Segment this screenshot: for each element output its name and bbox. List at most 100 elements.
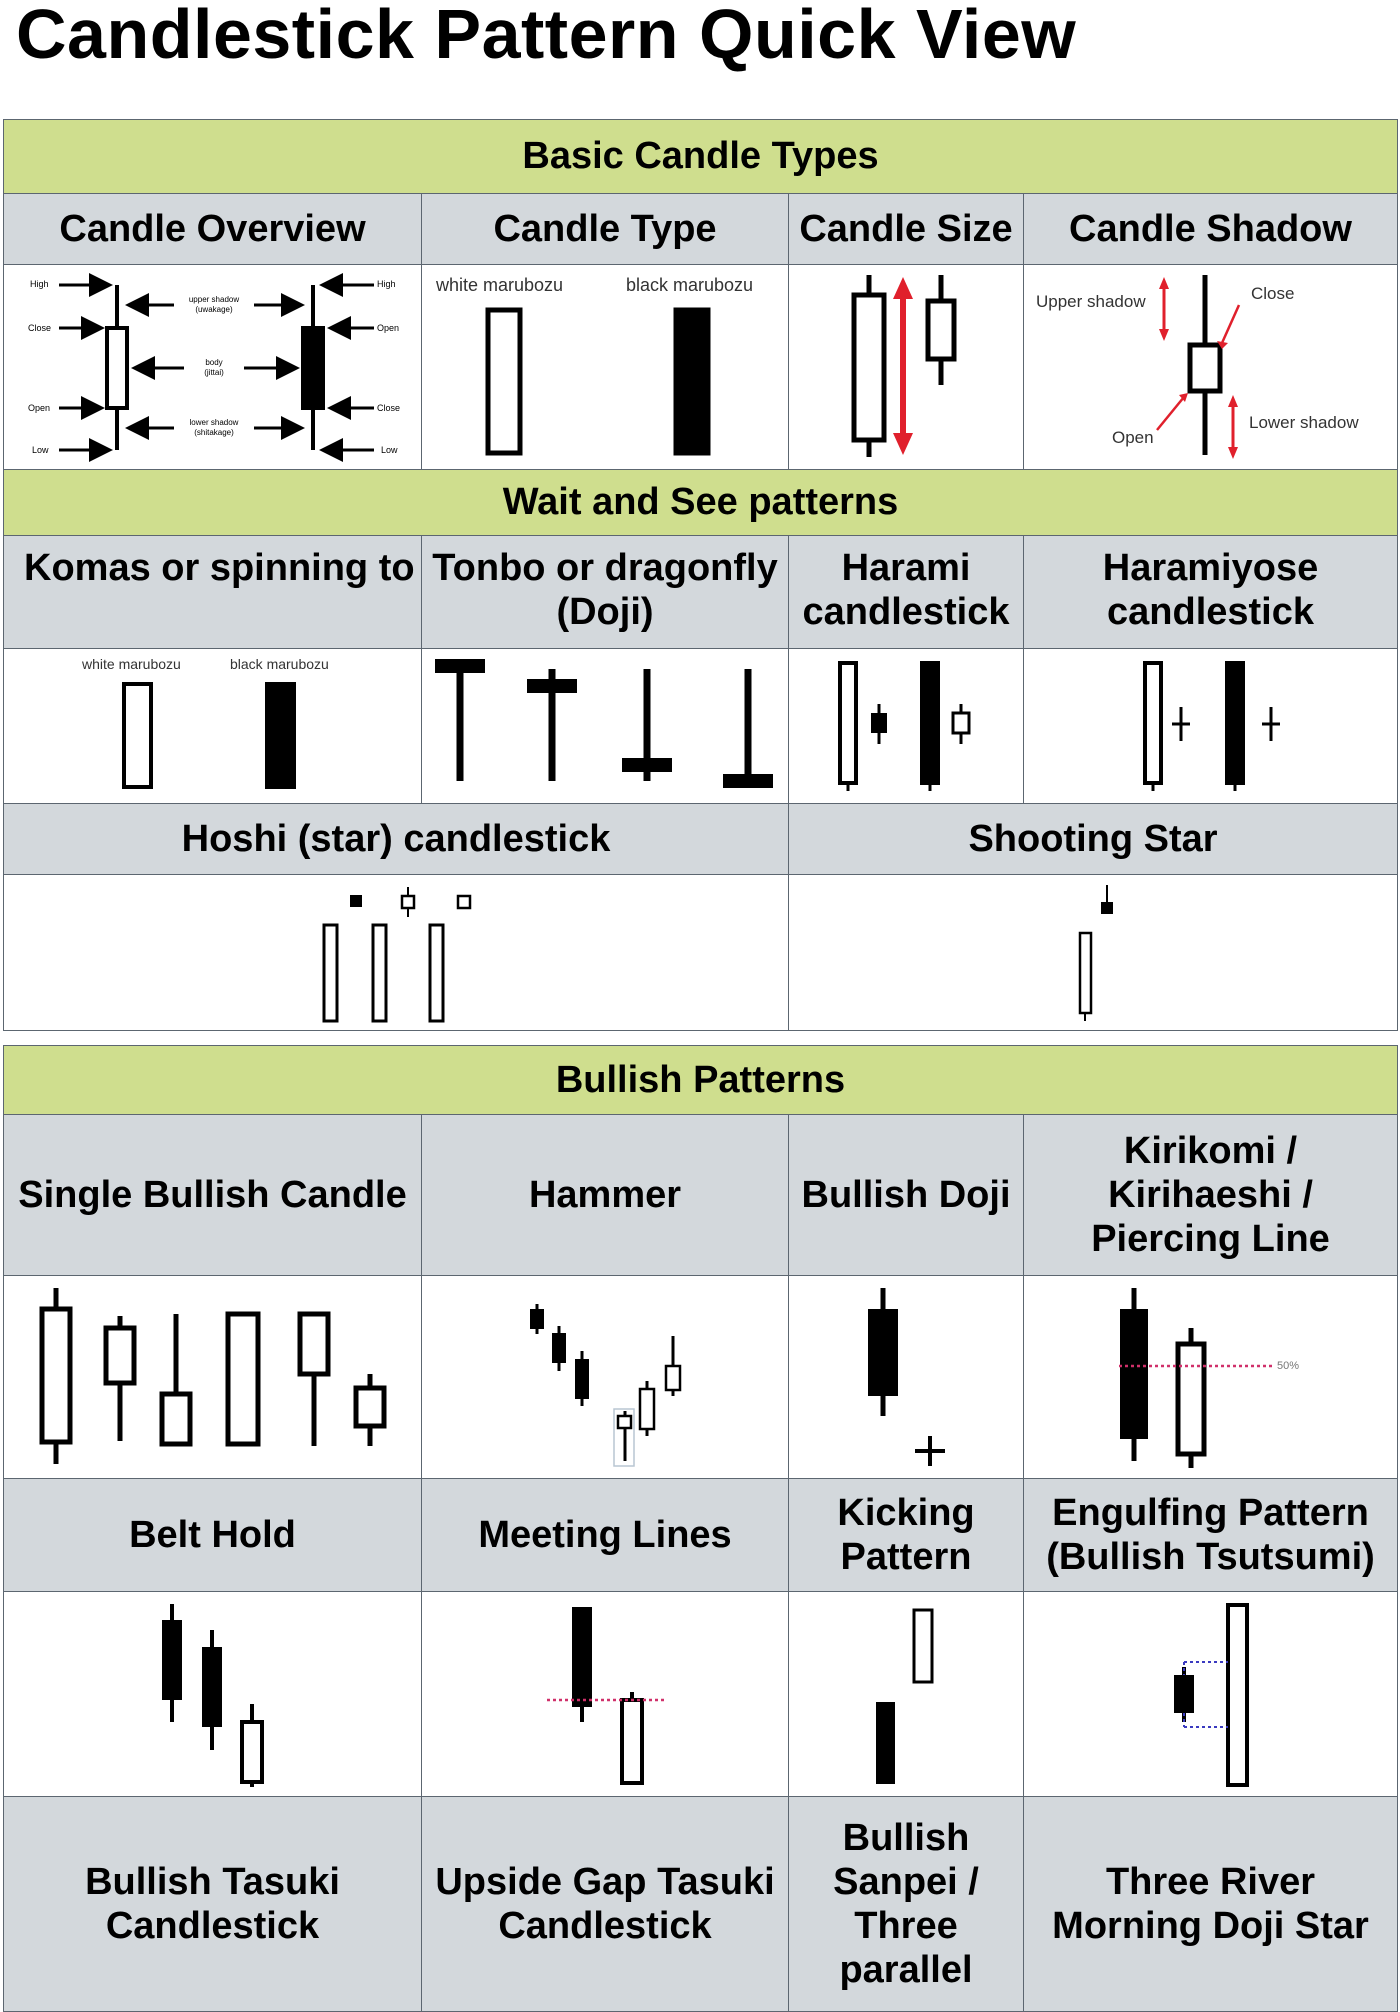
header-candle-shadow: Candle Shadow [1023,193,1398,265]
candle-type-diagram: white marubozu black marubozu [421,264,789,470]
harami-svg [838,661,971,791]
label-low-left: Low [32,445,49,455]
hoshi-svg [322,887,472,1023]
komas-diagram: white marubozu black marubozu [3,648,422,804]
kirikomi-50-label: 50% [1277,1360,1299,1372]
engulfing-black [1174,1675,1194,1713]
kirikomi-white-candle [1175,1341,1207,1457]
hammer-downtrend-2 [552,1333,566,1363]
harami-black-mother [920,661,940,785]
hoshi-star-1 [350,895,362,907]
label-close-right: Close [377,403,400,413]
hoshi-candle-1 [322,923,339,1023]
candle-size-svg [851,275,957,457]
shooting-star-body [1101,902,1113,914]
header-sanpei: Bullish Sanpei / Three parallel [788,1796,1024,2012]
header-candle-size: Candle Size [788,193,1024,265]
single-bullish-candle-1 [39,1288,73,1464]
meeting-lines-diagram [421,1591,789,1797]
kicking-white [912,1608,934,1684]
header-meeting-lines: Meeting Lines [421,1478,789,1592]
kirikomi-svg: 50% [1119,1288,1299,1468]
harami-white-child [951,711,971,735]
label-upper-shadow-diagram: Upper shadow [1036,292,1146,311]
harami-white-mother [838,661,858,785]
large-candle [851,292,887,443]
header-hammer: Hammer [421,1114,789,1276]
bullish-doji-svg [868,1288,945,1466]
label-high-right: High [377,279,396,289]
belt-hold-svg [162,1604,264,1787]
candle-shadow-diagram: Upper shadow Close Open Lower shadow [1023,264,1398,470]
kicking-black [876,1702,895,1784]
hammer-highlight-box [613,1408,635,1467]
label-open-diagram: Open [1112,428,1154,447]
header-upside-gap: Upside Gap Tasuki Candlestick [421,1796,789,2012]
shooting-star-white-candle [1078,931,1093,1015]
page-title: Candlestick Pattern Quick View [16,0,1077,73]
label-lower-shadow-jp: (shitakage) [194,428,234,437]
engulfing-diagram [1023,1591,1398,1797]
candle-overview-diagram: High Close Open Low High Open Close Low … [3,264,422,470]
single-bullish-candle-5 [297,1311,331,1446]
tonbo-candle-4 [723,669,773,788]
header-candle-type: Candle Type [421,193,789,265]
single-bullish-candle-2 [103,1316,137,1441]
label-upper-shadow: upper shadow [189,295,239,304]
hammer-candle [616,1414,633,1430]
tonbo-diagram [421,648,789,804]
header-kicking: Kicking Pattern [788,1478,1024,1592]
white-marubozu-candle [485,307,523,456]
label-black-marubozu: black marubozu [626,275,753,295]
tonbo-candle-3 [622,669,672,781]
white-candle-body [105,326,129,410]
hammer-diagram [421,1275,789,1479]
kirikomi-diagram: 50% [1023,1275,1398,1479]
header-komas: Komas or spinning to [3,535,422,649]
haramiyose-black-mother [1225,661,1245,785]
candle-overview-svg: High Close Open Low High Open Close Low … [28,273,400,462]
bullish-doji-diagram [788,1275,1024,1479]
komas-svg: white marubozu black marubozu [81,656,329,789]
engulfing-white [1226,1603,1249,1787]
single-bullish-svg [39,1288,387,1464]
candle-type-svg: white marubozu black marubozu [435,275,753,456]
label-komas-white: white marubozu [81,656,181,672]
label-upper-shadow-jp: (uwakage) [195,305,233,314]
header-shooting-star: Shooting Star [788,803,1398,875]
header-single-bullish: Single Bullish Candle [3,1114,422,1276]
header-belt-hold: Belt Hold [3,1478,422,1592]
label-lower-shadow-diagram: Lower shadow [1249,413,1359,432]
single-bullish-diagram [3,1275,422,1479]
komas-white-candle [122,682,153,789]
komas-black-candle [265,682,296,789]
meeting-lines-white [620,1698,644,1785]
belt-hold-diagram [3,1591,422,1797]
hammer-uptrend-1 [638,1387,656,1431]
single-bullish-candle-3 [159,1314,193,1447]
tonbo-svg [435,659,773,788]
kirikomi-black-candle [1120,1309,1148,1439]
header-tonbo: Tonbo or dragonfly (Doji) [421,535,789,649]
hoshi-star-3 [456,894,472,910]
tonbo-candle-1 [435,659,485,781]
label-close-diagram: Close [1251,284,1294,303]
kicking-svg [876,1608,934,1784]
label-white-marubozu: white marubozu [435,275,563,295]
shadow-candle-body [1187,342,1223,394]
haramiyose-svg [1143,661,1280,791]
meeting-lines-svg [547,1607,667,1785]
belt-hold-white [240,1720,264,1784]
hoshi-candle-2 [371,923,388,1023]
label-low-right: Low [381,445,398,455]
candle-shadow-svg: Upper shadow Close Open Lower shadow [1036,275,1359,459]
hoshi-candle-3 [428,923,445,1023]
hammer-uptrend-2 [664,1364,682,1392]
label-close-left: Close [28,323,51,333]
hammer-svg [530,1304,682,1467]
header-kirikomi: Kirikomi / Kirihaeshi / Piercing Line [1023,1114,1398,1276]
kicking-diagram [788,1591,1024,1797]
label-open-left: Open [28,403,50,413]
candle-size-diagram [788,264,1024,470]
header-hoshi: Hoshi (star) candlestick [3,803,789,875]
